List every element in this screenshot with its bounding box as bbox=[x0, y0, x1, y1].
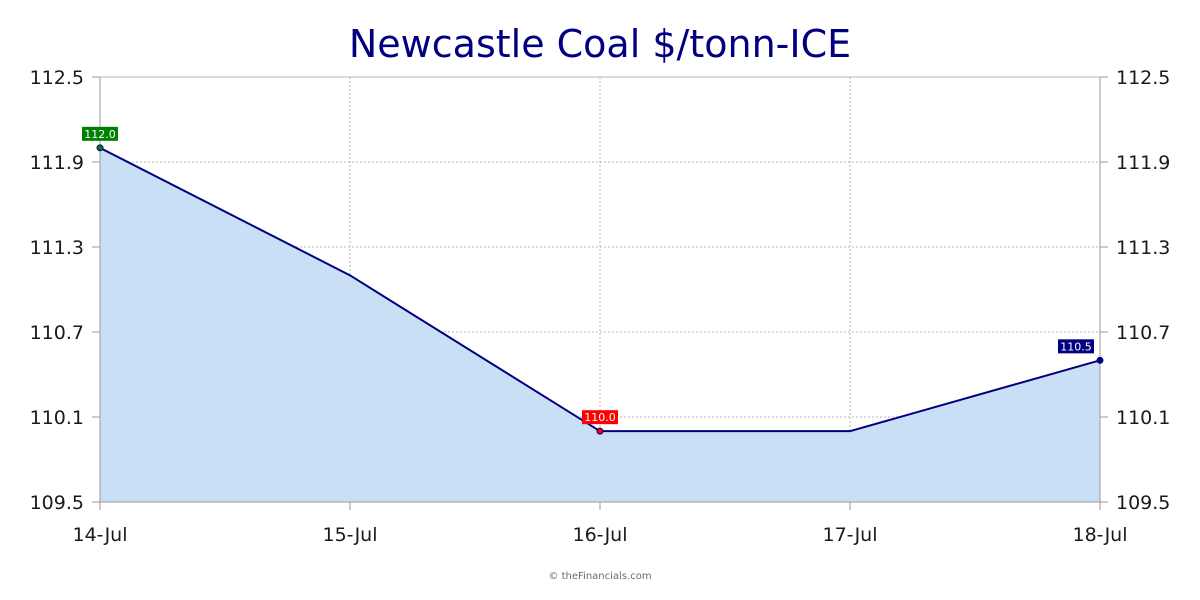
data-label: 110.5 bbox=[1060, 340, 1092, 353]
plot-area bbox=[99, 146, 1101, 503]
y-tick-label-left: 112.5 bbox=[30, 67, 84, 89]
data-point-marker bbox=[96, 144, 104, 152]
data-point-marker bbox=[596, 427, 604, 435]
data-label-box bbox=[582, 410, 618, 425]
y-tick-label-left: 109.5 bbox=[30, 492, 84, 514]
axes: 109.5 109.5 110.1 110.1 110.7 110.7 111.3 111.3… bbox=[30, 67, 1171, 546]
y-tick-label-right: 111.9 bbox=[1116, 152, 1170, 174]
y-tick-label-left: 110.7 bbox=[30, 322, 84, 344]
series-area-fill bbox=[100, 147, 1100, 503]
y-tick-label-left: 111.3 bbox=[30, 237, 84, 259]
x-tick-label: 18-Jul bbox=[1072, 524, 1127, 546]
data-point-marker bbox=[1096, 356, 1104, 364]
data-label: 112.0 bbox=[84, 128, 116, 141]
y-tick-label-left: 110.1 bbox=[30, 407, 84, 429]
x-tick-label: 16-Jul bbox=[572, 524, 627, 546]
data-label-box bbox=[82, 126, 118, 141]
data-label-box bbox=[1058, 339, 1094, 354]
y-tick-label-right: 112.5 bbox=[1116, 67, 1170, 89]
chart-title: Newcastle Coal $/tonn-ICE bbox=[349, 22, 851, 66]
y-tick-label-right: 110.7 bbox=[1116, 322, 1170, 344]
x-tick-label: 14-Jul bbox=[72, 524, 127, 546]
x-tick-label: 17-Jul bbox=[822, 524, 877, 546]
y-tick-label-right: 109.5 bbox=[1116, 492, 1170, 514]
data-labels: 112.0 110.0 110.5 bbox=[82, 126, 1104, 435]
y-tick-label-right: 110.1 bbox=[1116, 407, 1170, 429]
y-tick-label-left: 111.9 bbox=[30, 152, 84, 174]
x-tick-label: 15-Jul bbox=[322, 524, 377, 546]
y-tick-label-right: 111.3 bbox=[1116, 237, 1170, 259]
footer-credit: © theFinancials.com bbox=[548, 571, 651, 582]
data-label: 110.0 bbox=[584, 411, 616, 424]
